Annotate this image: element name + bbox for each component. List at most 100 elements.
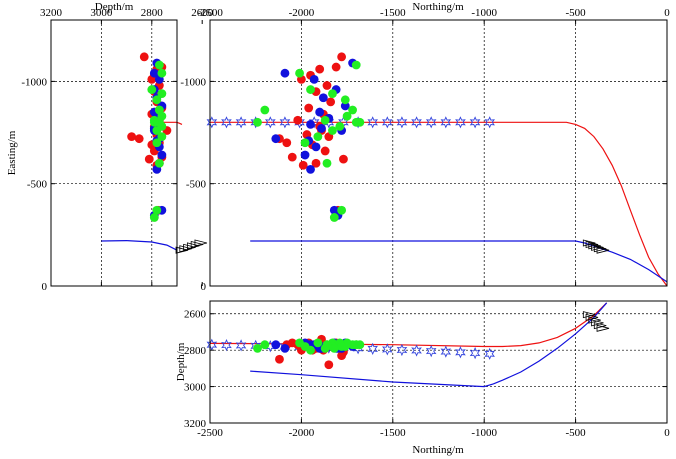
event-red <box>287 338 297 348</box>
event-blue <box>317 124 326 133</box>
y-tick-label: -500 <box>186 179 207 191</box>
event-red <box>331 62 341 72</box>
event-green <box>152 95 162 105</box>
geophone-marker <box>585 313 599 321</box>
event-green <box>306 345 315 355</box>
perforation-star <box>206 116 218 129</box>
blue-well-line <box>250 302 608 388</box>
northing-depth-events <box>253 334 365 370</box>
y-tick-label: 3200 <box>184 418 207 430</box>
event-red <box>322 81 332 90</box>
depth-easting-geophones <box>175 239 208 254</box>
x-tick-label: 0 <box>664 427 670 439</box>
event-green <box>260 340 270 350</box>
event-blue <box>271 134 281 144</box>
perforation-star <box>425 344 437 358</box>
geophone-marker <box>591 319 604 327</box>
event-green <box>149 213 159 222</box>
x-tick-label: -1000 <box>471 427 497 439</box>
y-tick-label: -1000 <box>180 76 206 88</box>
event-green <box>348 105 357 115</box>
y-tick-label: 0 <box>42 281 48 293</box>
event-red <box>311 158 321 168</box>
perforation-star <box>484 347 495 360</box>
geophone-marker <box>190 240 204 248</box>
event-green <box>335 122 345 131</box>
event-blue <box>300 150 310 160</box>
x-tick-label: -2500 <box>197 427 223 439</box>
geophone-marker <box>596 246 610 254</box>
perforation-star <box>279 116 291 129</box>
event-red <box>282 138 292 148</box>
event-green <box>152 205 162 215</box>
perforation-star <box>396 116 408 129</box>
y-tick-label: 2600 <box>184 309 207 321</box>
event-red <box>134 134 144 144</box>
event-green <box>328 126 337 135</box>
event-blue <box>318 93 328 103</box>
northing-easting-events <box>253 52 365 222</box>
northing-depth-panel: -2500 -2000 -1500 -1000 -500 0 2600 2800 3000 32… <box>175 300 670 456</box>
event-green <box>328 89 337 99</box>
geophone-marker <box>593 322 607 330</box>
event-red <box>326 97 336 107</box>
northing-easting-wells <box>210 121 668 287</box>
event-green <box>351 60 361 70</box>
event-green <box>329 213 339 222</box>
event-green <box>340 95 350 105</box>
event-red <box>275 354 284 364</box>
depth-easting-panel: 3200 3000 2800 2600 0 -500 -1000 Depth/m East… <box>6 1 214 293</box>
x-tick-label: -2000 <box>289 7 315 19</box>
blue-well-line <box>101 239 178 251</box>
perforation-star <box>265 116 276 129</box>
depth-easting-y-ticks: 0 -500 -1000 <box>21 76 177 293</box>
event-blue <box>315 107 325 117</box>
perforation-star <box>440 345 452 358</box>
event-green <box>157 68 167 78</box>
x-tick-label: -500 <box>566 427 587 439</box>
event-blue <box>149 68 159 78</box>
geophone-marker <box>596 324 610 332</box>
perforation-star <box>221 338 232 352</box>
event-blue <box>157 150 167 160</box>
event-green <box>152 138 162 148</box>
event-blue <box>309 74 319 84</box>
event-green <box>342 111 352 121</box>
event-red <box>139 52 149 62</box>
x-tick-label: -1000 <box>471 7 497 19</box>
red-well-line <box>160 121 183 125</box>
northing-depth-geophones <box>582 311 610 332</box>
event-green <box>355 117 365 127</box>
geophone-marker <box>186 242 200 250</box>
event-green <box>355 340 365 350</box>
event-red <box>293 115 303 125</box>
x-tick-label: -2000 <box>289 427 315 439</box>
event-green <box>154 158 164 168</box>
event-green <box>157 132 167 142</box>
red-well-line <box>209 302 608 348</box>
event-red <box>320 146 330 156</box>
northing-depth-wells <box>209 302 608 388</box>
event-blue <box>329 205 339 215</box>
event-green <box>337 205 347 215</box>
red-well-line <box>210 121 668 287</box>
depth-easting-frame <box>50 19 178 287</box>
event-red <box>304 103 314 113</box>
event-green <box>154 60 164 70</box>
perforation-star <box>367 116 378 129</box>
y-tick-label: 3000 <box>184 382 207 394</box>
perforation-star <box>469 116 481 129</box>
northing-depth-y-ticks: 2600 2800 3000 3200 <box>184 309 667 430</box>
event-blue <box>280 68 290 78</box>
x-tick-label: 2800 <box>141 7 164 19</box>
perforation-star <box>308 116 320 129</box>
x-tick-label: -2500 <box>197 7 223 19</box>
perforation-star <box>367 342 378 356</box>
northing-depth-ylabel: Depth/m <box>175 342 187 381</box>
perforation-star <box>440 116 452 129</box>
perforation-star <box>235 116 247 129</box>
y-tick-label: -500 <box>27 179 48 191</box>
northing-depth-xlabel: Northing/m <box>412 444 464 456</box>
northing-depth-frame <box>209 300 668 424</box>
